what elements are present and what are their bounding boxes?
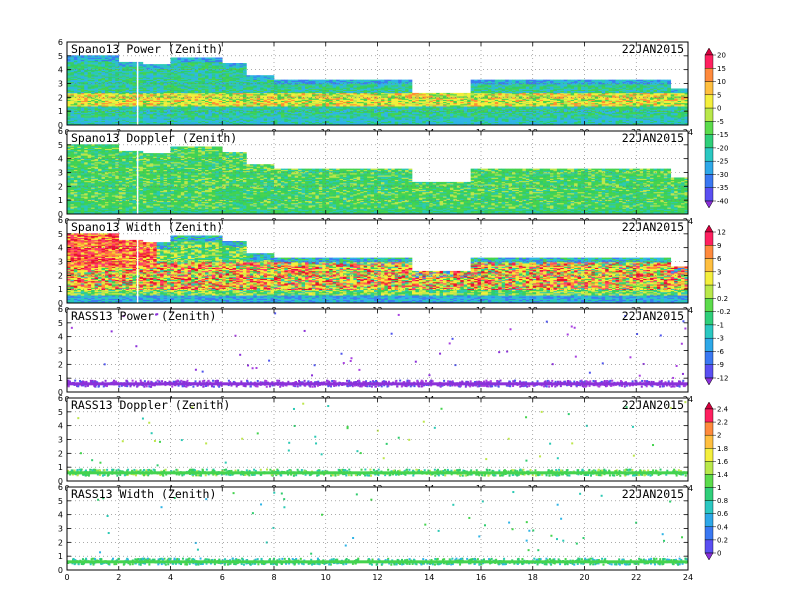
data-cell xyxy=(215,57,219,58)
data-cell xyxy=(381,80,385,81)
data-cell xyxy=(143,64,147,65)
data-cell xyxy=(246,75,250,76)
data-cell xyxy=(177,57,181,58)
data-cell xyxy=(226,63,230,64)
data-cell xyxy=(195,57,199,58)
data-cell xyxy=(391,80,395,81)
data-cell xyxy=(343,80,347,81)
data-cell xyxy=(171,57,175,58)
data-cell xyxy=(133,62,137,63)
data-cell xyxy=(353,80,357,81)
data-cell xyxy=(340,80,344,81)
data-cell xyxy=(122,62,126,63)
data-cell xyxy=(357,80,361,81)
data-cell xyxy=(260,75,264,76)
data-cell xyxy=(322,80,326,81)
data-cell xyxy=(384,80,388,81)
data-cell xyxy=(298,80,302,81)
panel-1: 0246810121416182022240123456Spano13 Powe… xyxy=(58,38,693,137)
data-cell xyxy=(319,80,323,81)
data-cell xyxy=(288,80,292,81)
data-cell xyxy=(181,57,185,58)
data-cell xyxy=(126,62,130,63)
data-cell xyxy=(198,57,202,58)
data-cell xyxy=(271,75,275,76)
data-cell xyxy=(367,80,371,81)
data-cell xyxy=(309,80,313,81)
data-cell xyxy=(191,57,195,58)
data-cell xyxy=(167,64,171,65)
data-cell xyxy=(267,75,271,76)
data-cell xyxy=(205,57,209,58)
data-cell xyxy=(146,64,150,65)
data-cell xyxy=(202,57,206,58)
data-cell xyxy=(174,57,178,58)
data-cell xyxy=(188,57,192,58)
data-cell xyxy=(305,80,309,81)
data-cell xyxy=(222,63,226,64)
data-cell xyxy=(257,75,261,76)
data-cell xyxy=(333,80,337,81)
data-cell xyxy=(229,63,233,64)
data-cell xyxy=(119,62,123,63)
data-cell xyxy=(150,64,154,65)
data-cell xyxy=(153,64,157,65)
data-cell xyxy=(240,63,244,64)
data-cell xyxy=(274,80,278,81)
data-cell xyxy=(184,57,188,58)
data-cell xyxy=(129,62,133,63)
data-cell xyxy=(350,80,354,81)
data-cell xyxy=(346,80,350,81)
data-cell xyxy=(326,80,330,81)
data-cell xyxy=(388,80,392,81)
data-cell xyxy=(291,80,295,81)
data-cell xyxy=(395,80,399,81)
data-cell xyxy=(212,57,216,58)
data-cell xyxy=(253,75,257,76)
data-cell xyxy=(164,64,168,65)
data-cell xyxy=(329,80,333,81)
data-cell xyxy=(378,80,382,81)
data-cell xyxy=(250,75,254,76)
data-cell xyxy=(208,57,212,58)
data-cell xyxy=(315,80,319,81)
data-cell xyxy=(157,64,161,65)
data-cell xyxy=(364,80,368,81)
data-cell xyxy=(371,80,375,81)
data-cell xyxy=(243,63,247,64)
data-cell xyxy=(236,63,240,64)
data-cell xyxy=(284,80,288,81)
panels-group: 0246810121416182022240123456Spano13 Powe… xyxy=(58,38,693,582)
data-cell xyxy=(312,80,316,81)
data-cell xyxy=(277,80,281,81)
data-cell xyxy=(302,80,306,81)
data-cell xyxy=(398,80,402,81)
data-cell xyxy=(233,63,237,64)
data-cell xyxy=(336,80,340,81)
data-cell xyxy=(374,80,378,81)
data-cell xyxy=(295,80,299,81)
data-cell xyxy=(281,80,285,81)
data-cell xyxy=(160,64,164,65)
data-cell xyxy=(139,62,143,63)
data-cell xyxy=(264,75,268,76)
data-cell xyxy=(360,80,364,81)
